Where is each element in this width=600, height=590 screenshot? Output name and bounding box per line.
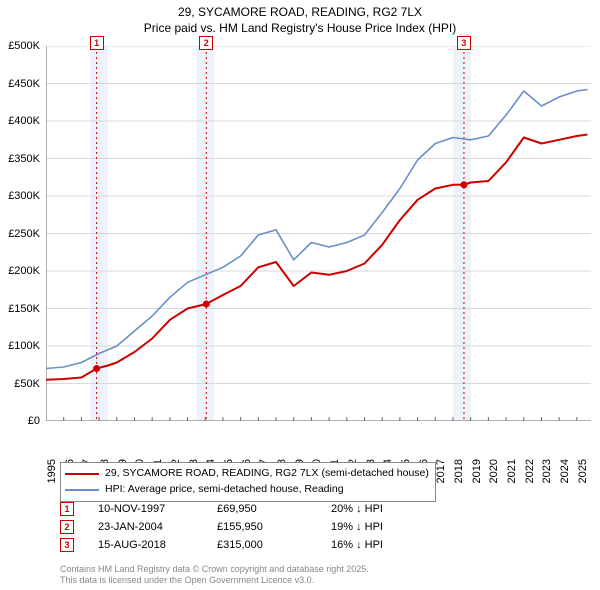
x-tick-label: 2018	[453, 459, 465, 483]
x-tick-label: 2025	[577, 459, 589, 483]
y-tick-label: £450K	[8, 78, 40, 90]
chart-title: 29, SYCAMORE ROAD, READING, RG2 7LX Pric…	[0, 0, 600, 36]
marker-date: 10-NOV-1997	[98, 503, 193, 515]
legend-item: HPI: Average price, semi-detached house,…	[65, 482, 429, 498]
y-tick-label: £0	[28, 415, 40, 427]
footer: Contains HM Land Registry data © Crown c…	[60, 564, 369, 587]
marker-table-row: 1 10-NOV-1997 £69,950 20% ↓ HPI	[60, 500, 411, 518]
x-tick-label: 2019	[471, 459, 483, 483]
y-tick-label: £200K	[8, 265, 40, 277]
legend-swatch	[65, 473, 99, 475]
marker-price: £69,950	[217, 503, 307, 515]
marker-price: £315,000	[217, 539, 307, 551]
legend-swatch	[65, 489, 99, 491]
legend: 29, SYCAMORE ROAD, READING, RG2 7LX (sem…	[60, 462, 436, 502]
y-tick-label: £250K	[8, 228, 40, 240]
marker-diff: 16% ↓ HPI	[331, 539, 411, 551]
y-tick-label: £50K	[14, 378, 40, 390]
footer-line1: Contains HM Land Registry data © Crown c…	[60, 564, 369, 575]
marker-date: 23-JAN-2004	[98, 521, 193, 533]
y-tick-label: £300K	[8, 190, 40, 202]
x-tick-label: 2023	[541, 459, 553, 483]
y-tick-label: £350K	[8, 153, 40, 165]
x-tick-label: 2017	[435, 459, 447, 483]
legend-label: HPI: Average price, semi-detached house,…	[105, 482, 344, 498]
marker-table-row: 2 23-JAN-2004 £155,950 19% ↓ HPI	[60, 518, 411, 536]
marker-index-box: 1	[60, 502, 74, 516]
x-tick-label: 2021	[506, 459, 518, 483]
marker-table-row: 3 15-AUG-2018 £315,000 16% ↓ HPI	[60, 536, 411, 554]
marker-index-box: 3	[60, 538, 74, 552]
y-tick-label: £400K	[8, 115, 40, 127]
x-tick-label: 1995	[46, 459, 58, 483]
chart-marker-label: 3	[457, 36, 471, 50]
y-tick-label: £150K	[8, 303, 40, 315]
chart-svg	[46, 46, 591, 421]
marker-table: 1 10-NOV-1997 £69,950 20% ↓ HPI 2 23-JAN-2004…	[60, 500, 411, 554]
x-tick-label: 2024	[559, 459, 571, 483]
title-line1: 29, SYCAMORE ROAD, READING, RG2 7LX	[0, 4, 600, 20]
marker-diff: 20% ↓ HPI	[331, 503, 411, 515]
marker-date: 15-AUG-2018	[98, 539, 193, 551]
legend-label: 29, SYCAMORE ROAD, READING, RG2 7LX (sem…	[105, 466, 429, 482]
x-tick-label: 2022	[524, 459, 536, 483]
footer-line2: This data is licensed under the Open Gov…	[60, 575, 369, 586]
chart-marker-label: 1	[90, 36, 104, 50]
x-tick-label: 2020	[488, 459, 500, 483]
y-axis: £0£50K£100K£150K£200K£250K£300K£350K£400…	[0, 46, 44, 421]
y-tick-label: £500K	[8, 40, 40, 52]
marker-diff: 19% ↓ HPI	[331, 521, 411, 533]
legend-item: 29, SYCAMORE ROAD, READING, RG2 7LX (sem…	[65, 466, 429, 482]
marker-index-box: 2	[60, 520, 74, 534]
marker-price: £155,950	[217, 521, 307, 533]
x-axis: 1995199619971998199920002001200220032004…	[46, 424, 591, 464]
chart-marker-label: 2	[199, 36, 213, 50]
chart-plot-area: 123	[46, 46, 591, 421]
y-tick-label: £100K	[8, 340, 40, 352]
title-line2: Price paid vs. HM Land Registry's House …	[0, 20, 600, 36]
